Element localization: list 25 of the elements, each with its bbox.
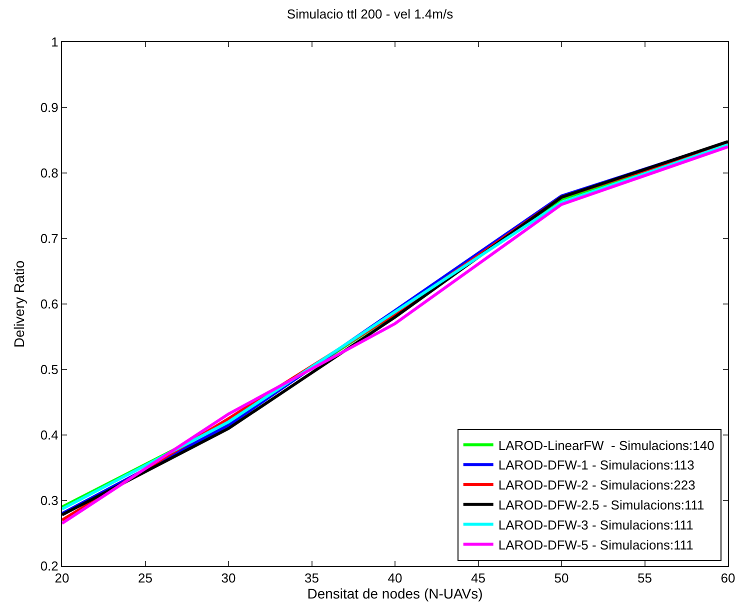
y-tick-label: 0.9: [40, 100, 58, 116]
legend-label: LAROD-DFW-3 - Simulacions:111: [498, 517, 694, 532]
y-tick-label: 0.8: [40, 166, 58, 181]
x-tick-label: 25: [138, 570, 152, 586]
x-tick-label: 50: [554, 570, 569, 586]
x-tick-label: 35: [304, 570, 319, 586]
y-tick-label: 0.6: [40, 296, 58, 312]
x-tick-label: 30: [221, 570, 236, 586]
x-tick-label: 40: [388, 570, 402, 586]
legend-label: LAROD-DFW-2.5 - Simulacions:111: [498, 497, 704, 512]
legend-label: LAROD-LinearFW - Simulacions:140: [498, 438, 714, 453]
legend-label: LAROD-DFW-2 - Simulacions:223: [498, 478, 696, 493]
legend-label: LAROD-DFW-5 - Simulacions:111: [498, 537, 694, 552]
y-tick-label: 0.4: [40, 428, 58, 443]
chart-title: Simulacio ttl 200 - vel 1.4m/s: [286, 6, 454, 22]
x-tick-label: 45: [471, 570, 486, 586]
legend-label: LAROD-DFW-1 - Simulacions:113: [498, 458, 694, 473]
x-axis-title: Densitat de nodes (N-UAVs): [307, 586, 483, 602]
x-tick-label: 60: [720, 570, 736, 586]
y-tick-label: 0.3: [40, 493, 58, 508]
y-tick-label: 0.5: [40, 362, 58, 378]
x-tick-label: 55: [638, 570, 652, 586]
y-tick-label: 0.7: [40, 231, 58, 246]
y-tick-label: 1: [51, 34, 58, 50]
y-axis-title: Delivery Ratio: [11, 260, 27, 348]
